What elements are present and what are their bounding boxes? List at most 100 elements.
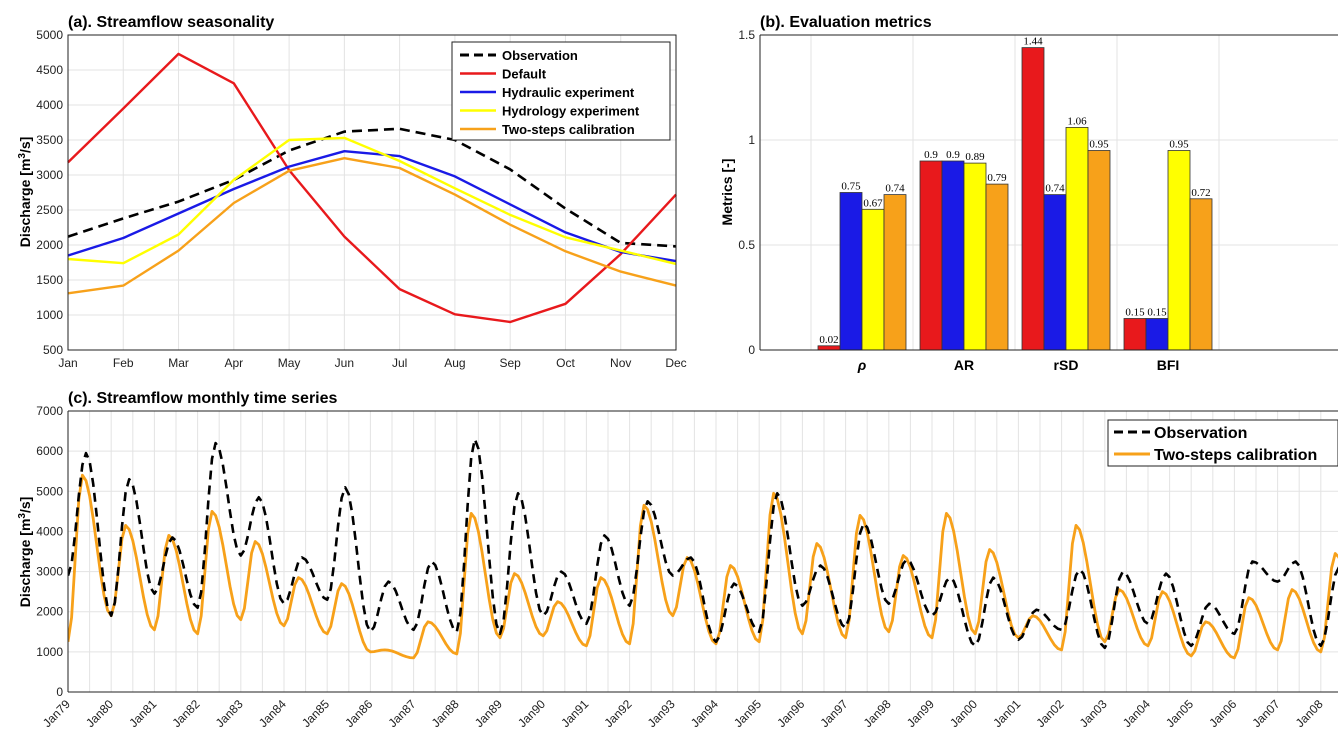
c-series-line bbox=[68, 437, 1338, 650]
b-bar-value-label: 0.74 bbox=[885, 183, 905, 195]
a-series-line bbox=[67, 52, 677, 324]
c-xtick-label: Jan89 bbox=[472, 697, 505, 730]
b-bar bbox=[941, 160, 965, 351]
c-xtick-label: Jan81 bbox=[126, 697, 159, 730]
panel-a-title: (a). Streamflow seasonality bbox=[68, 14, 274, 31]
b-category-label: BFI bbox=[1157, 357, 1180, 373]
b-bar bbox=[1167, 150, 1191, 351]
c-xtick-label: Jan05 bbox=[1163, 697, 1196, 730]
c-xtick-label: Jan82 bbox=[170, 697, 203, 730]
c-legend-box bbox=[1107, 419, 1338, 467]
c-xtick-label: Jan87 bbox=[386, 697, 419, 730]
c-xtick-label: Jan83 bbox=[213, 697, 246, 730]
a-xtick-label: Jan bbox=[58, 356, 77, 370]
panel-c-timeseries: 0 1000 2000 3000 4000 5000 6000 7000 Jan79 Jan80 J… bbox=[17, 390, 1338, 730]
a-legend-label: Two-steps calibration bbox=[502, 122, 635, 137]
a-ytick-label: 1000 bbox=[36, 308, 63, 322]
panel-a-frame bbox=[67, 34, 677, 351]
a-xtick-label: Sep bbox=[500, 356, 522, 370]
b-bar bbox=[1087, 150, 1111, 351]
a-xtick-label: Mar bbox=[168, 356, 189, 370]
b-bar-value-label: 0.67 bbox=[863, 197, 883, 209]
c-xtick-label: Jan96 bbox=[774, 697, 807, 730]
c-xtick-label: Jan00 bbox=[947, 697, 980, 730]
b-bar-value-label: 0.74 bbox=[1045, 183, 1065, 195]
b-bar bbox=[1123, 318, 1147, 351]
a-ytick-label: 2000 bbox=[36, 238, 63, 252]
a-ytick-label: 1500 bbox=[36, 273, 63, 287]
b-bar-value-label: 0.75 bbox=[841, 181, 861, 193]
b-bar-value-label: 0.72 bbox=[1191, 187, 1210, 199]
panel-c-legend: Observation Two-steps calibration bbox=[1107, 419, 1338, 467]
panel-a-legend: Observation Default Hydraulic experiment Hy… bbox=[451, 41, 671, 141]
panel-b-metrics: 0.02 0.9 1.44 0.15 0.75 0.9 0.74 0.15 0.67 0.89 1.… bbox=[719, 14, 1338, 373]
c-xtick-label: Jan94 bbox=[688, 697, 721, 730]
a-xtick-label: Jun bbox=[335, 356, 354, 370]
a-xtick-label: Oct bbox=[556, 356, 575, 370]
b-bar bbox=[919, 160, 943, 351]
b-bar bbox=[985, 183, 1009, 351]
b-bar bbox=[1065, 127, 1089, 351]
a-series-line bbox=[67, 149, 677, 263]
c-xtick-label: Jan86 bbox=[342, 697, 375, 730]
panel-c-lines bbox=[68, 437, 1338, 660]
a-xtick-label: Jul bbox=[392, 356, 407, 370]
panel-b-ticks: 0 0.5 1 1.5 ρ AR rSD BFI bbox=[738, 28, 1179, 373]
b-bar bbox=[817, 345, 841, 351]
a-xtick-label: Apr bbox=[224, 356, 243, 370]
b-bar bbox=[1145, 318, 1169, 351]
panel-a-seasonality: 500 1000 1500 2000 2500 3000 3500 4000 4500 5000 J… bbox=[17, 14, 687, 370]
b-bar-value-label: 0.9 bbox=[924, 149, 938, 161]
a-ytick-label: 3500 bbox=[36, 133, 63, 147]
panel-b-bars: 0.02 0.9 1.44 0.15 0.75 0.9 0.74 0.15 0.67 0.89 1.… bbox=[817, 36, 1213, 351]
c-xtick-label: Jan01 bbox=[990, 697, 1023, 730]
c-ytick-label: 3000 bbox=[36, 565, 63, 579]
a-series-line bbox=[67, 136, 677, 266]
b-bar bbox=[1021, 47, 1045, 351]
a-ytick-label: 5000 bbox=[36, 28, 63, 42]
b-bar-value-label: 0.95 bbox=[1169, 139, 1189, 151]
b-bar-value-label: 0.15 bbox=[1125, 307, 1145, 319]
c-xtick-label: Jan93 bbox=[645, 697, 678, 730]
c-xtick-label: Jan85 bbox=[299, 697, 332, 730]
a-ytick-label: 2500 bbox=[36, 203, 63, 217]
a-legend-label: Hydrology experiment bbox=[502, 104, 640, 119]
b-ytick-label: 0.5 bbox=[738, 238, 755, 252]
b-bar bbox=[963, 162, 987, 351]
a-series-line bbox=[67, 156, 677, 295]
c-xtick-label: Jan97 bbox=[818, 697, 851, 730]
c-ytick-label: 2000 bbox=[36, 605, 63, 619]
c-series-line bbox=[68, 473, 1338, 660]
c-xtick-label: Jan79 bbox=[40, 697, 73, 730]
a-ytick-label: 500 bbox=[43, 343, 63, 357]
panel-a-grid bbox=[68, 35, 676, 350]
c-xtick-label: Jan99 bbox=[904, 697, 937, 730]
a-legend-label: Hydraulic experiment bbox=[502, 85, 635, 100]
panel-a-lines bbox=[67, 52, 677, 324]
c-legend-label: Two-steps calibration bbox=[1154, 447, 1317, 464]
c-xtick-label: Jan95 bbox=[731, 697, 764, 730]
b-category-label: AR bbox=[954, 357, 974, 373]
b-bar bbox=[839, 192, 863, 351]
a-series-line bbox=[67, 127, 677, 248]
a-xtick-label: Dec bbox=[665, 356, 686, 370]
b-ytick-label: 1.5 bbox=[738, 28, 755, 42]
a-xtick-label: Feb bbox=[113, 356, 134, 370]
b-bar-value-label: 0.89 bbox=[965, 151, 985, 163]
c-xtick-label: Jan03 bbox=[1077, 697, 1110, 730]
a-xtick-label: Aug bbox=[444, 356, 465, 370]
panel-c-ylabel: Discharge [m3/s] bbox=[17, 497, 34, 608]
c-xtick-label: Jan98 bbox=[861, 697, 894, 730]
b-bar-value-label: 0.95 bbox=[1089, 139, 1109, 151]
panel-a-ticks: 500 1000 1500 2000 2500 3000 3500 4000 4500 5000 J… bbox=[36, 28, 686, 370]
b-ytick-label: 0 bbox=[748, 343, 755, 357]
c-ytick-label: 7000 bbox=[36, 404, 63, 418]
b-bar-value-label: 0.15 bbox=[1147, 307, 1167, 319]
c-legend-label: Observation bbox=[1154, 425, 1247, 442]
c-ytick-label: 1000 bbox=[36, 645, 63, 659]
panel-c-title: (c). Streamflow monthly time series bbox=[68, 390, 338, 407]
b-bar-value-label: 1.06 bbox=[1067, 115, 1087, 127]
b-ytick-label: 1 bbox=[748, 133, 755, 147]
b-bar-value-label: 1.44 bbox=[1023, 36, 1043, 48]
b-category-label: ρ bbox=[857, 357, 867, 373]
